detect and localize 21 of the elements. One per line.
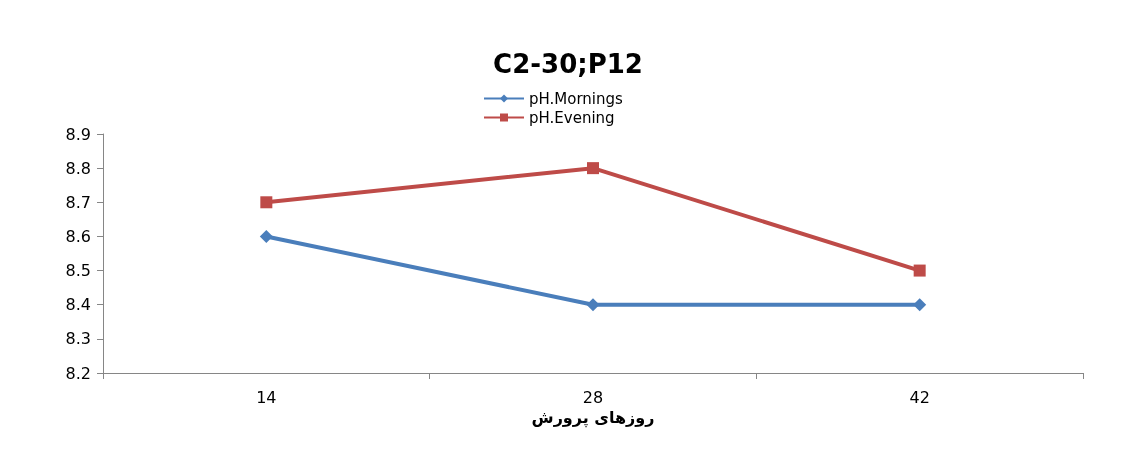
y-tick-label: 8.6 [65,226,91,246]
y-tick-label: 8.2 [65,363,91,383]
x-tick-label: 42 [909,387,930,407]
legend-label: pH.Evening [529,108,615,127]
point [260,196,273,209]
point [259,229,273,243]
point [913,298,927,312]
x-tick-label: 28 [582,387,604,407]
point [586,298,600,312]
y-tick-label: 8.4 [65,295,91,315]
y-tick-label: 8.8 [65,158,91,178]
y-tick-label: 8.9 [65,124,91,144]
point [587,162,599,175]
y-tick-label: 8.3 [65,329,91,349]
x-tick-label: 14 [256,387,277,407]
x-axis-title: روزهای پرورش [531,408,655,429]
point [913,264,926,277]
legend-label: pH.Mornings [529,89,624,108]
y-tick-label: 8.5 [65,261,91,281]
chart-title: C2-30;P12 [493,49,643,79]
y-tick-label: 8.7 [65,192,91,212]
